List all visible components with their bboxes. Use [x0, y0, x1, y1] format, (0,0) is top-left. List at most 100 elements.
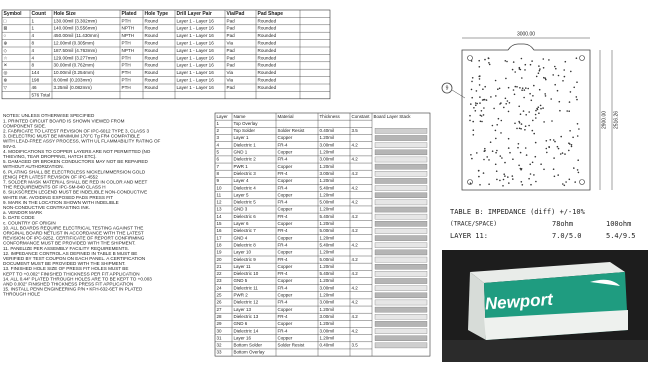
cell: Layer 1 — [234, 135, 250, 140]
cell: FR-4 — [278, 271, 288, 276]
cell: Pad — [227, 48, 236, 53]
hole — [494, 79, 497, 82]
cell: 5.40mil — [320, 242, 335, 247]
cell: Copper — [278, 150, 293, 155]
hole — [519, 113, 522, 115]
note-line: KEPT TO +0.002" FINISHED THICKNESS PER F… — [3, 271, 140, 276]
hole — [488, 63, 491, 66]
cell: Dielectric 10 — [234, 271, 259, 276]
cell: Round — [145, 18, 159, 23]
hole — [470, 60, 473, 62]
cell: 12 — [217, 200, 223, 205]
hole — [543, 168, 545, 171]
cell: Via — [227, 41, 234, 46]
hole — [569, 130, 571, 132]
hole — [483, 158, 485, 161]
hole — [521, 184, 524, 186]
impedance-title: TABLE B: IMPEDANCE (diff) +/-10% — [450, 208, 586, 216]
cell: 130.00mil (3.302mm) — [54, 18, 98, 23]
hole — [540, 107, 542, 110]
hole — [484, 147, 486, 150]
cell: Layer 11 — [234, 264, 252, 269]
cell: FR-4 — [278, 142, 288, 147]
cell: 13 — [217, 207, 223, 212]
cell: 1.20mil — [320, 264, 335, 269]
hole — [552, 168, 555, 170]
hole — [507, 137, 510, 140]
note-line: 8. SILKSCREEN LEGEND MUST BE INDELIBLE N… — [3, 190, 147, 195]
hole — [481, 120, 483, 123]
cell: Copper — [278, 178, 293, 183]
board-width: 3000.00 — [517, 31, 535, 37]
cell: Dielectric 2 — [234, 157, 257, 162]
cell: 22 — [217, 271, 223, 276]
cell: Round — [145, 48, 159, 53]
hole — [568, 142, 570, 144]
cell: 1.20mil — [320, 293, 335, 298]
hole — [517, 143, 520, 145]
hole — [487, 57, 490, 60]
cell: ◇ — [4, 48, 8, 53]
cell: 0.40mil — [320, 343, 335, 348]
note-line: 15. INSTALL PENN ENGINEERING P/N • KFH-6… — [3, 287, 143, 292]
cell: 1.20mil — [320, 178, 335, 183]
hole — [528, 124, 530, 127]
cell: 3.00mil — [320, 142, 335, 147]
hole — [473, 107, 475, 109]
hole — [572, 136, 574, 139]
cell: 8 — [32, 41, 35, 46]
cell: PWR 2 — [234, 293, 249, 298]
hole — [558, 100, 561, 103]
hole — [539, 68, 541, 70]
cell: 3.5 — [352, 343, 359, 348]
mount-hole — [579, 179, 585, 185]
hole — [476, 102, 479, 105]
cell: Dielectric 4 — [234, 185, 257, 190]
cell: NPTH — [122, 33, 135, 38]
hole — [533, 84, 535, 87]
hole — [560, 135, 562, 138]
note-line: NOTES: UNLESS OTHERWISE SPECIFIED — [3, 113, 95, 118]
stack-layer — [374, 235, 428, 241]
hole — [506, 100, 509, 102]
cell: ○ — [4, 33, 7, 38]
stack-layer — [374, 321, 428, 327]
hole — [495, 137, 497, 140]
hole — [496, 149, 498, 152]
hole — [520, 181, 523, 183]
mount-hole — [579, 55, 585, 61]
hole — [525, 114, 527, 116]
header-cell: Thickness — [320, 114, 341, 119]
cell: 5.00mil — [320, 228, 335, 233]
cell: 5.40mil — [320, 271, 335, 276]
cell: Pad — [227, 26, 236, 31]
cell: 1.20mil — [320, 307, 335, 312]
hole — [490, 96, 492, 98]
hole — [552, 74, 554, 76]
stack-layer — [374, 142, 428, 148]
cell: 17 — [217, 235, 223, 240]
cell: Round — [145, 55, 159, 60]
hole — [576, 135, 579, 137]
cell: FR-4 — [278, 328, 288, 333]
hole — [505, 103, 508, 105]
hole — [550, 98, 552, 100]
cell: 19 — [217, 250, 223, 255]
note-line: WITHOUT AUTHORIZATION. — [3, 164, 64, 169]
cell: 198 — [32, 78, 40, 83]
cell: 4.2 — [352, 185, 359, 190]
hole — [576, 169, 579, 171]
cell: 31 — [217, 335, 223, 340]
hole — [507, 86, 510, 89]
cell: Dielectric 6 — [234, 214, 257, 219]
cell: 4 — [32, 33, 35, 38]
cell: Layer 10 — [234, 250, 252, 255]
header-cell: Pad Shape — [258, 11, 284, 17]
cell: 129.00mil (3.277mm) — [54, 55, 98, 60]
hole — [564, 153, 566, 155]
note-line: NON-CONDUCTIVE CONTRASTING INK. — [3, 205, 90, 210]
cell: 8.00mil (0.203mm) — [54, 78, 93, 83]
cell: 3.25mil (0.082mm) — [54, 85, 93, 90]
hole — [528, 177, 530, 180]
hole — [512, 61, 515, 63]
